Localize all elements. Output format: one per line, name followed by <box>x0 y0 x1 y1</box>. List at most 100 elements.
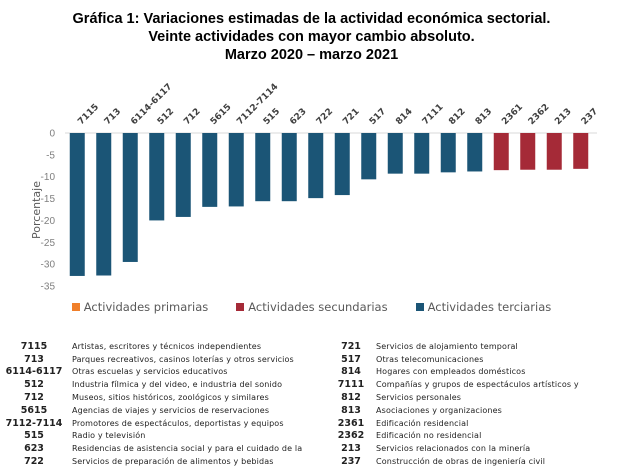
activity-description: Parques recreativos, casinos loterías y … <box>72 354 294 364</box>
code-row: 713 Parques recreativos, casinos loterías… <box>0 353 302 366</box>
activity-description: Asociaciones y organizaciones <box>376 405 502 415</box>
activity-description: Museos, sitios históricos, zoológicos y … <box>72 393 269 403</box>
code-row: 517 Otras telecomunicaciones <box>330 353 579 366</box>
x-tick-label: 517 <box>368 107 388 127</box>
legend-label: Actividades secundarias <box>248 300 388 314</box>
activity-code: 213 <box>341 443 361 455</box>
x-tick-label: 213 <box>553 107 573 127</box>
x-tick-label: 237 <box>580 107 600 127</box>
bar-2362 <box>520 133 536 170</box>
activity-code: 237 <box>341 456 361 468</box>
x-tick-label: 623 <box>288 107 308 127</box>
activity-description: Edificación residencial <box>376 418 469 428</box>
activity-description: Residencias de asistencia social y para … <box>72 444 303 454</box>
bar-7112-7114 <box>228 133 244 207</box>
code-row: 7115 Artistas, escritores y técnicos inde… <box>0 340 302 353</box>
code-row: 237 Construcción de obras de ingeniería c… <box>330 455 579 468</box>
activity-code: 2361 <box>337 417 365 429</box>
legend-swatch-primarias <box>71 303 80 311</box>
y-axis-label: Porcentaje <box>30 181 43 239</box>
code-row: 515 Radio y televisión <box>0 430 302 443</box>
activity-description: Servicios personales <box>376 393 462 403</box>
chart-title-line-1: Gráfica 1: Variaciones estimadas de la a… <box>72 11 551 27</box>
code-row: 814 Hogares con empleados domésticos <box>330 366 579 379</box>
code-row: 5615 Agencias de viajes y servicios de re… <box>0 404 302 417</box>
legend-item-secundarias: Actividades secundarias <box>236 300 388 314</box>
activity-code: 517 <box>341 353 361 365</box>
activity-code: 814 <box>341 366 361 378</box>
code-row: 512 Industria fílmica y del video, e indu… <box>0 378 302 391</box>
bars-group <box>69 133 589 276</box>
activity-code: 812 <box>341 392 361 404</box>
code-row: 722 Servicios de preparación de alimentos… <box>0 455 302 468</box>
x-tick-label: 5615 <box>209 102 234 127</box>
bar-812 <box>440 133 456 173</box>
activity-description: Hogares con empleados domésticos <box>376 367 526 377</box>
x-tick-label: 515 <box>262 107 282 127</box>
y-tick-label: -15 <box>41 194 56 205</box>
activity-code: 515 <box>24 430 44 442</box>
x-tick-label: 722 <box>315 107 335 127</box>
code-row: 812 Servicios personales <box>330 391 579 404</box>
y-axis: 0 -5 -10 -15 -20 -25 -30 -35 <box>41 129 56 293</box>
activity-description: Compañías y grupos de espectáculos artís… <box>376 380 579 390</box>
x-tick-label: 2362 <box>527 102 552 127</box>
bar-7111 <box>414 133 430 174</box>
activity-code: 6114-6117 <box>5 366 63 378</box>
bar-712 <box>175 133 191 217</box>
activity-description: Servicios de preparación de alimentos y … <box>72 457 274 467</box>
bar-722 <box>308 133 324 199</box>
legend-swatch-terciarias <box>415 303 424 311</box>
activity-code: 2362 <box>337 430 365 442</box>
legend-label: Actividades terciarias <box>427 300 552 314</box>
bar-813 <box>467 133 483 172</box>
x-tick-label: 814 <box>394 107 414 127</box>
code-row: 2362 Edificación no residencial <box>330 430 579 443</box>
bar-6114-6117 <box>122 133 138 262</box>
y-tick-label: 0 <box>49 129 55 140</box>
y-tick-label: -30 <box>41 260 56 271</box>
bar-2361 <box>493 133 509 171</box>
x-tick-label: 712 <box>182 107 202 127</box>
activity-code: 623 <box>24 443 44 455</box>
activity-code: 7111 <box>337 379 365 391</box>
codes-table-left: 7115 Artistas, escritores y técnicos inde… <box>0 340 303 468</box>
legend-label: Actividades primarias <box>83 300 209 314</box>
legend-swatch-secundarias <box>236 303 245 311</box>
bar-5615 <box>202 133 218 207</box>
bar-814 <box>387 133 403 174</box>
activity-code: 712 <box>24 392 44 404</box>
code-row: 721 Servicios de alojamiento temporal <box>330 340 579 353</box>
bar-237 <box>573 133 589 169</box>
code-row: 213 Servicios relacionados con la minería <box>330 442 579 455</box>
activity-description: Artistas, escritores y técnicos independ… <box>72 341 262 351</box>
code-row: 7111 Compañías y grupos de espectáculos a… <box>330 378 579 391</box>
bar-517 <box>361 133 377 180</box>
activity-code: 5615 <box>20 404 48 416</box>
x-tick-label: 7115 <box>76 102 101 127</box>
legend-item-primarias: Actividades primarias <box>71 300 209 314</box>
x-tick-label: 721 <box>341 107 361 127</box>
chart-title-line-3: Marzo 2020 – marzo 2021 <box>224 47 399 63</box>
activity-description: Promotores de espectáculos, deportistas … <box>72 418 284 428</box>
activity-code: 713 <box>24 353 44 365</box>
y-tick-label: -5 <box>46 150 55 161</box>
activity-description: Servicios de alojamiento temporal <box>376 341 518 351</box>
bar-chart: 0-5-10-15-20-25-30-35 7115 713 6114-611751… <box>30 82 600 293</box>
bar-713 <box>96 133 112 276</box>
code-row: 2361 Edificación residencial <box>330 417 579 430</box>
activity-description: Industria fílmica y del video, e industr… <box>72 380 283 390</box>
legend-item-terciarias: Actividades terciarias <box>415 300 552 314</box>
code-row: 712 Museos, sitios históricos, zoológicos… <box>0 391 302 404</box>
y-tick-label: -20 <box>41 216 56 227</box>
activity-description: Edificación no residencial <box>376 431 482 441</box>
codes-table-right: 721 Servicios de alojamiento temporal 517 O… <box>330 340 579 468</box>
bar-623 <box>281 133 297 202</box>
x-tick-label: 2361 <box>500 102 525 127</box>
activity-description: Radio y televisión <box>72 431 146 441</box>
x-tick-label: 7111 <box>421 102 446 127</box>
y-tick-label: -25 <box>41 238 56 249</box>
activity-code: 721 <box>341 340 361 352</box>
activity-description: Servicios relacionados con la minería <box>376 444 531 454</box>
